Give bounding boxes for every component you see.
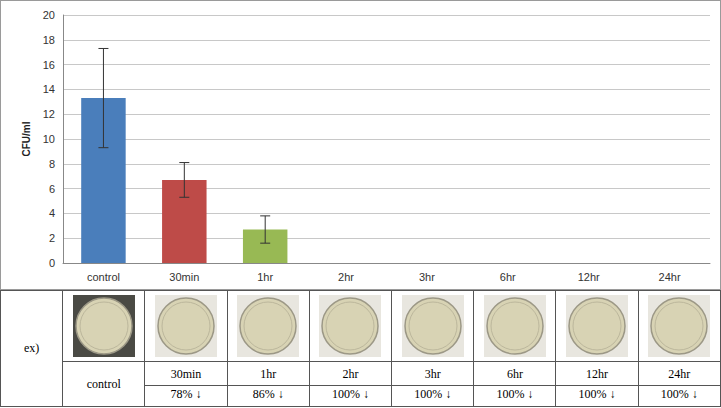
svg-text:4: 4 bbox=[49, 207, 55, 219]
html-text:3hr: 3hr bbox=[424, 366, 441, 381]
html-text:24hr: 24hr bbox=[668, 366, 691, 381]
html-text:control: control bbox=[86, 376, 121, 391]
html-text:12hr: 12hr bbox=[586, 366, 609, 381]
html-text:86% ↓: 86% ↓ bbox=[252, 386, 284, 401]
svg-text:control: control bbox=[87, 271, 120, 283]
svg-text:8: 8 bbox=[49, 158, 55, 170]
svg-text:24hr: 24hr bbox=[659, 271, 681, 283]
html-text:1hr: 1hr bbox=[260, 366, 277, 381]
svg-text:3hr: 3hr bbox=[419, 271, 435, 283]
html-text:100% ↓: 100% ↓ bbox=[331, 386, 369, 401]
html-text:100% ↓: 100% ↓ bbox=[578, 386, 616, 401]
svg-text:0: 0 bbox=[49, 257, 55, 269]
html-text:100% ↓: 100% ↓ bbox=[414, 386, 452, 401]
svg-text:14: 14 bbox=[43, 83, 55, 95]
html-text:2hr: 2hr bbox=[342, 366, 359, 381]
svg-text:20: 20 bbox=[43, 9, 55, 21]
svg-text:16: 16 bbox=[43, 59, 55, 71]
svg-text:2: 2 bbox=[49, 232, 55, 244]
html-text:78% ↓: 78% ↓ bbox=[170, 386, 202, 401]
svg-text:18: 18 bbox=[43, 34, 55, 46]
html-text:6hr: 6hr bbox=[506, 366, 523, 381]
svg-text:2hr: 2hr bbox=[338, 271, 354, 283]
html-text:ex): ex) bbox=[23, 341, 40, 355]
svg-text:12hr: 12hr bbox=[578, 271, 600, 283]
html-text:30min: 30min bbox=[170, 366, 202, 381]
svg-text:CFU/ml: CFU/ml bbox=[21, 121, 32, 156]
svg-text:10: 10 bbox=[43, 133, 55, 145]
html-text:100% ↓: 100% ↓ bbox=[660, 386, 698, 401]
svg-text:6hr: 6hr bbox=[500, 271, 516, 283]
svg-text:30min: 30min bbox=[169, 271, 199, 283]
svg-text:1hr: 1hr bbox=[257, 271, 273, 283]
html-text:100% ↓: 100% ↓ bbox=[496, 386, 534, 401]
svg-text:12: 12 bbox=[43, 108, 55, 120]
svg-text:6: 6 bbox=[49, 183, 55, 195]
